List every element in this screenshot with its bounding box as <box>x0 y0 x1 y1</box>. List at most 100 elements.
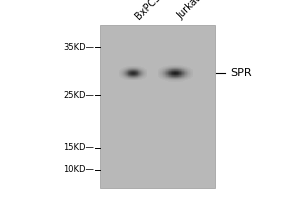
Bar <box>145 74 146 75</box>
Bar <box>174 65 175 66</box>
Bar <box>125 74 126 75</box>
Bar <box>184 66 185 67</box>
Bar <box>181 65 182 66</box>
Bar <box>186 79 187 80</box>
Bar <box>176 69 177 70</box>
Bar <box>168 72 169 73</box>
Bar <box>182 80 183 81</box>
Bar <box>188 74 189 75</box>
Bar <box>146 71 147 72</box>
Bar <box>185 67 186 68</box>
Bar <box>140 68 141 69</box>
Bar <box>132 77 133 78</box>
Bar <box>127 76 128 77</box>
Bar <box>136 70 137 71</box>
Bar <box>141 79 142 80</box>
Bar <box>181 71 182 72</box>
Bar <box>189 77 190 78</box>
Bar <box>136 74 137 75</box>
Bar <box>180 70 181 71</box>
Bar <box>162 68 163 69</box>
Bar <box>164 71 165 72</box>
Bar <box>131 76 132 77</box>
Bar <box>159 76 160 77</box>
Bar <box>189 67 190 68</box>
Bar <box>129 71 130 72</box>
Bar <box>131 74 132 75</box>
Bar <box>183 75 184 76</box>
Bar <box>142 73 143 74</box>
Bar <box>174 72 175 73</box>
Bar <box>158 73 159 74</box>
Bar <box>191 72 192 73</box>
Bar <box>169 66 170 67</box>
Bar <box>169 74 170 75</box>
Bar <box>175 81 176 82</box>
Bar <box>176 72 177 73</box>
Bar <box>130 75 131 76</box>
Bar <box>163 76 164 77</box>
Bar <box>167 78 168 79</box>
Bar <box>165 77 166 78</box>
Bar <box>159 77 160 78</box>
Bar <box>134 76 135 77</box>
Bar <box>122 78 123 79</box>
Bar <box>127 69 128 70</box>
Bar <box>131 70 132 71</box>
Bar <box>179 74 180 75</box>
Bar <box>177 71 178 72</box>
Bar <box>171 74 172 75</box>
Bar <box>128 72 129 73</box>
Bar <box>129 66 130 67</box>
Bar <box>130 66 131 67</box>
Bar <box>128 66 129 67</box>
Bar <box>132 72 133 73</box>
Bar <box>176 79 177 80</box>
Bar <box>143 75 144 76</box>
Bar <box>170 75 171 76</box>
Bar <box>190 73 191 74</box>
Bar <box>177 70 178 71</box>
Bar <box>164 72 165 73</box>
Bar <box>174 76 175 77</box>
Bar <box>174 77 175 78</box>
Bar <box>161 68 162 69</box>
Bar <box>174 80 175 81</box>
Bar <box>168 73 169 74</box>
Bar <box>182 67 183 68</box>
Bar <box>176 77 177 78</box>
Bar <box>189 71 190 72</box>
Bar <box>172 73 173 74</box>
Bar <box>167 80 168 81</box>
Bar <box>190 70 191 71</box>
Bar <box>163 74 164 75</box>
Bar <box>165 71 166 72</box>
Bar <box>135 78 136 79</box>
Bar <box>189 73 190 74</box>
Bar <box>134 67 135 68</box>
Bar <box>179 81 180 82</box>
Bar <box>139 76 140 77</box>
Bar <box>158 71 159 72</box>
Bar <box>168 75 169 76</box>
Bar <box>160 72 161 73</box>
Bar <box>160 76 161 77</box>
Bar <box>184 67 185 68</box>
Bar <box>127 75 128 76</box>
Bar <box>159 74 160 75</box>
Bar <box>128 76 129 77</box>
Bar <box>189 68 190 69</box>
Bar <box>130 68 131 69</box>
Bar <box>132 68 133 69</box>
Bar <box>184 78 185 79</box>
Bar <box>186 77 187 78</box>
Bar <box>162 71 163 72</box>
Bar <box>183 69 184 70</box>
Bar <box>186 76 187 77</box>
Bar <box>133 72 134 73</box>
Bar <box>181 67 182 68</box>
Bar <box>131 78 132 79</box>
Bar <box>161 75 162 76</box>
Bar <box>186 66 187 67</box>
Bar <box>129 70 130 71</box>
